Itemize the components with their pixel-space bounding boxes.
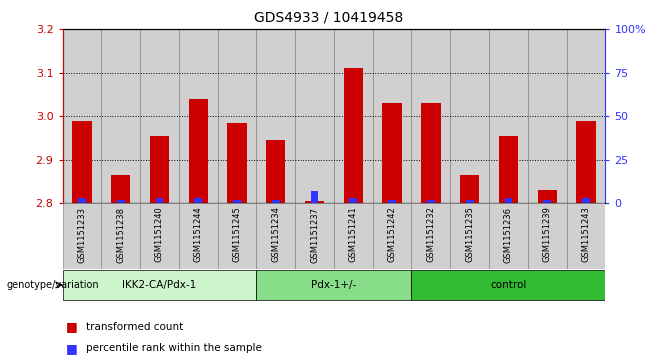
Bar: [305, 201, 324, 203]
Text: transformed count: transformed count: [86, 322, 183, 332]
Bar: [349, 198, 357, 203]
Bar: [150, 136, 169, 203]
Bar: [72, 121, 91, 203]
Bar: [63, 29, 101, 203]
FancyBboxPatch shape: [257, 203, 295, 269]
Bar: [179, 29, 218, 203]
FancyBboxPatch shape: [489, 203, 528, 269]
Bar: [266, 140, 286, 203]
Text: control: control: [490, 280, 526, 290]
Text: GSM1151242: GSM1151242: [388, 207, 397, 262]
Bar: [528, 29, 567, 203]
FancyBboxPatch shape: [101, 203, 140, 269]
Text: genotype/variation: genotype/variation: [7, 280, 99, 290]
Text: GSM1151234: GSM1151234: [271, 207, 280, 262]
Text: ■: ■: [66, 342, 78, 355]
Bar: [499, 136, 518, 203]
FancyBboxPatch shape: [567, 203, 605, 269]
FancyBboxPatch shape: [334, 203, 372, 269]
Text: Pdx-1+/-: Pdx-1+/-: [311, 280, 357, 290]
Bar: [421, 103, 441, 203]
Bar: [295, 29, 334, 203]
Bar: [372, 29, 411, 203]
Text: GSM1151240: GSM1151240: [155, 207, 164, 262]
Bar: [117, 200, 124, 203]
Text: GSM1151236: GSM1151236: [504, 207, 513, 262]
Bar: [489, 29, 528, 203]
Bar: [411, 29, 450, 203]
Text: GSM1151239: GSM1151239: [543, 207, 551, 262]
Bar: [505, 198, 513, 203]
Text: GSM1151238: GSM1151238: [116, 207, 125, 262]
Bar: [334, 29, 372, 203]
Bar: [78, 198, 86, 203]
Bar: [233, 200, 241, 203]
Bar: [466, 200, 474, 203]
FancyBboxPatch shape: [450, 203, 489, 269]
Text: GSM1151244: GSM1151244: [193, 207, 203, 262]
Bar: [538, 190, 557, 203]
Bar: [218, 29, 257, 203]
Text: ■: ■: [66, 320, 78, 333]
Bar: [272, 200, 280, 203]
Text: GSM1151232: GSM1151232: [426, 207, 436, 262]
FancyBboxPatch shape: [179, 203, 218, 269]
Bar: [544, 200, 551, 203]
Bar: [257, 29, 295, 203]
Bar: [155, 198, 163, 203]
Bar: [343, 68, 363, 203]
FancyBboxPatch shape: [411, 203, 450, 269]
Text: percentile rank within the sample: percentile rank within the sample: [86, 343, 261, 354]
FancyBboxPatch shape: [528, 203, 567, 269]
Text: GSM1151241: GSM1151241: [349, 207, 358, 262]
FancyBboxPatch shape: [411, 270, 605, 300]
Bar: [388, 200, 396, 203]
FancyBboxPatch shape: [63, 203, 101, 269]
Text: GSM1151237: GSM1151237: [310, 207, 319, 262]
Text: GSM1151245: GSM1151245: [232, 207, 241, 262]
Text: GSM1151233: GSM1151233: [78, 207, 86, 262]
FancyBboxPatch shape: [218, 203, 257, 269]
Text: IKK2-CA/Pdx-1: IKK2-CA/Pdx-1: [122, 280, 197, 290]
Bar: [460, 175, 479, 203]
Bar: [582, 198, 590, 203]
Bar: [111, 175, 130, 203]
Bar: [450, 29, 489, 203]
Bar: [427, 200, 435, 203]
Bar: [101, 29, 140, 203]
Bar: [194, 198, 202, 203]
FancyBboxPatch shape: [257, 270, 411, 300]
Bar: [227, 123, 247, 203]
Text: GSM1151243: GSM1151243: [582, 207, 590, 262]
FancyBboxPatch shape: [295, 203, 334, 269]
Bar: [189, 99, 208, 203]
FancyBboxPatch shape: [63, 270, 257, 300]
FancyBboxPatch shape: [140, 203, 179, 269]
Bar: [140, 29, 179, 203]
Bar: [576, 121, 595, 203]
FancyBboxPatch shape: [372, 203, 411, 269]
Bar: [311, 191, 318, 203]
Bar: [567, 29, 605, 203]
Bar: [382, 103, 402, 203]
Text: GSM1151235: GSM1151235: [465, 207, 474, 262]
Text: GDS4933 / 10419458: GDS4933 / 10419458: [255, 11, 403, 25]
